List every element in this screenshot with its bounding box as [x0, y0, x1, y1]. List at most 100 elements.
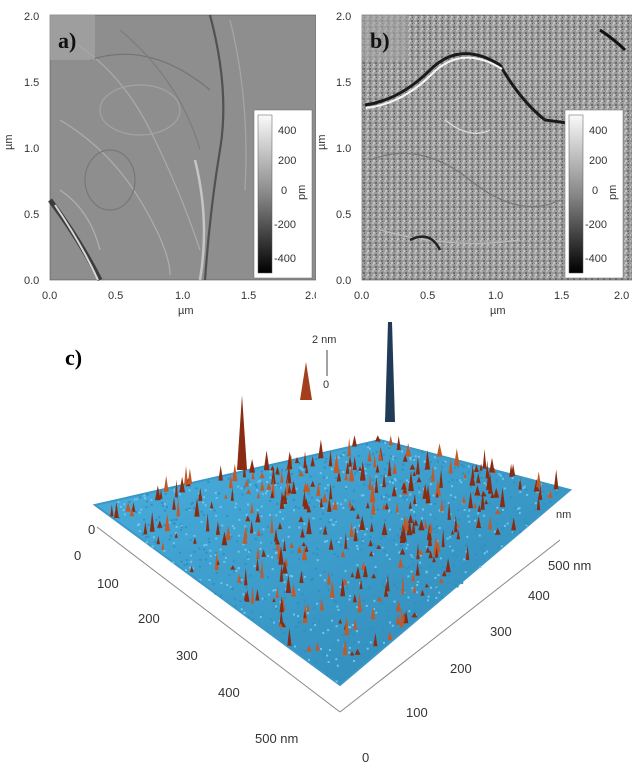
surface-speckle [418, 491, 421, 494]
surface-speckle [367, 485, 370, 488]
surface-speckle [495, 522, 498, 525]
surface-speckle [350, 629, 353, 632]
surface-speckle [388, 446, 391, 449]
y-tick-b: 2.0 [336, 11, 351, 23]
surface-peak [270, 489, 275, 499]
surface-peak [489, 457, 495, 473]
surface-speckle [298, 462, 301, 465]
surface-speckle [321, 507, 324, 509]
surface-speckle [393, 539, 396, 542]
surface-speckle [429, 503, 432, 506]
colorbar-tick-b: 200 [589, 155, 607, 167]
surface-speckle [382, 628, 385, 631]
surface-speckle [421, 451, 424, 454]
surface-speckle [431, 527, 434, 530]
surface-speckle [226, 584, 229, 586]
surface-peak [363, 564, 368, 578]
surface-speckle [345, 461, 348, 464]
surface-speckle [319, 472, 322, 475]
surface-speckle [335, 477, 338, 479]
surface-peak [411, 572, 416, 582]
surface-peak [329, 483, 333, 500]
surface-speckle [422, 508, 424, 511]
surface-speckle [303, 575, 306, 578]
surface-speckle [215, 514, 218, 517]
surface-speckle [316, 602, 319, 605]
surface-speckle [370, 516, 373, 519]
surface-peak [480, 489, 485, 510]
surface-speckle [215, 497, 218, 500]
surface-speckle [214, 551, 217, 554]
surface-peak [184, 465, 188, 485]
surface-speckle [369, 447, 371, 450]
surface-speckle [478, 534, 481, 537]
surface-speckle [202, 513, 205, 516]
surface-peak [398, 557, 404, 568]
surface-speckle [283, 591, 286, 593]
surface-speckle [416, 584, 419, 586]
surface-speckle [356, 530, 359, 533]
surface-speckle [322, 512, 325, 515]
surface-speckle [197, 494, 200, 497]
surface-peak [412, 584, 417, 593]
surface-speckle [215, 537, 218, 540]
surface-speckle [325, 457, 328, 460]
surface-peak [260, 480, 265, 491]
surface-speckle [291, 473, 293, 475]
surface-speckle [143, 518, 146, 521]
left-axis-tick: 100 [97, 576, 119, 591]
surface-speckle [434, 517, 437, 520]
surface-peak [473, 502, 477, 509]
surface-speckle [448, 508, 451, 511]
surface-speckle [402, 463, 405, 466]
surface-speckle [461, 582, 464, 584]
surface-peak [310, 456, 315, 467]
surface-peak [344, 615, 350, 636]
surface-speckle [449, 545, 451, 548]
surface-peak [422, 483, 428, 499]
surface-peak [250, 502, 254, 514]
surface-speckle [319, 600, 322, 603]
surface-speckle [344, 570, 347, 573]
surface-speckle [369, 536, 372, 538]
surface-speckle [441, 596, 444, 599]
surface-speckle [327, 521, 330, 524]
surface-speckle [443, 500, 446, 503]
surface-speckle [208, 541, 211, 544]
surface-speckle [311, 622, 314, 625]
surface-speckle [209, 555, 212, 558]
surface-peak [344, 532, 348, 549]
surface-speckle [387, 495, 390, 498]
left-axis-tick: 200 [138, 611, 160, 626]
x-unit-a: µm [178, 305, 194, 317]
surface-speckle [503, 524, 506, 527]
surface-speckle [256, 489, 259, 492]
surface-speckle [323, 579, 326, 582]
surface-peak [232, 463, 238, 482]
surface-speckle [401, 468, 404, 471]
surface-speckle [326, 540, 329, 543]
surface-speckle [292, 499, 295, 502]
surface-speckle [383, 579, 386, 582]
surface-speckle [411, 556, 414, 559]
surface-speckle [390, 455, 392, 458]
surface-peak [274, 528, 278, 542]
surface-speckle [274, 589, 277, 591]
surface-peak [176, 497, 180, 517]
surface-speckle [406, 479, 408, 482]
y-tick-a: 1.0 [24, 143, 39, 155]
colorbar-a [257, 114, 273, 274]
surface-peak [382, 503, 386, 510]
surface-speckle [260, 614, 263, 617]
surface-speckle [219, 506, 222, 508]
surface-speckle [283, 632, 286, 635]
surface-speckle [458, 518, 461, 521]
surface-speckle [235, 570, 238, 573]
surface-peak [438, 578, 444, 584]
surface-speckle [334, 552, 337, 555]
surface-speckle [410, 557, 413, 560]
tall-peak [385, 322, 395, 422]
surface-speckle [323, 570, 326, 573]
surface-peak [322, 525, 328, 535]
surface-speckle [324, 487, 327, 490]
